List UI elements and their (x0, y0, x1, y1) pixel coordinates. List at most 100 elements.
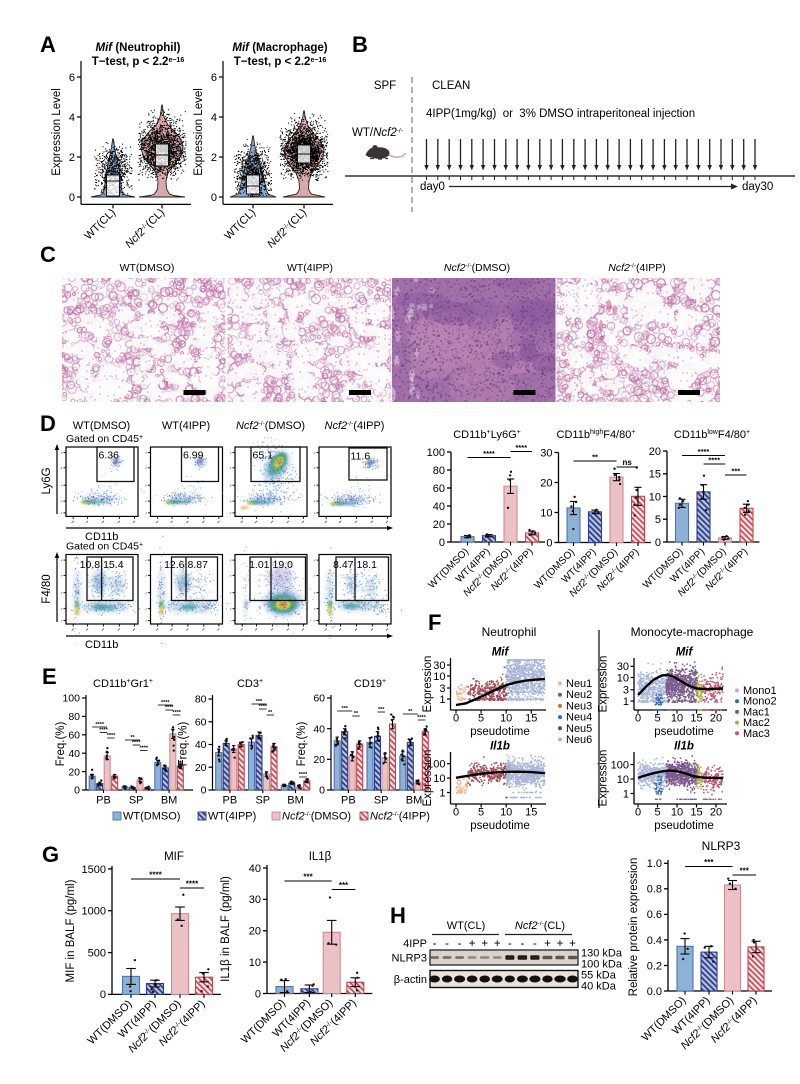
svg-text:Freq.(%): Freq.(%) (55, 721, 67, 766)
svg-text:40 kDa: 40 kDa (581, 981, 617, 993)
svg-text:5: 5 (654, 713, 660, 725)
svg-text:0.4: 0.4 (647, 935, 662, 947)
svg-text:Mono2: Mono2 (743, 696, 777, 708)
svg-text:C: C (40, 242, 56, 267)
svg-text:CD11b: CD11b (85, 531, 118, 543)
svg-text:20: 20 (710, 713, 722, 725)
svg-text:Monocyte-macrophage: Monocyte-macrophage (631, 625, 754, 639)
svg-text:0: 0 (655, 537, 661, 549)
svg-text:CD11bhighF4/80+​: CD11bhighF4/80+​ (557, 429, 636, 441)
svg-text:1.0: 1.0 (647, 858, 662, 870)
svg-text:Expression: Expression (598, 750, 610, 807)
svg-text:0: 0 (69, 192, 75, 204)
svg-text:WT(4IPP): WT(4IPP) (162, 420, 210, 432)
svg-text:12.6: 12.6 (164, 559, 185, 571)
svg-text:0: 0 (635, 713, 641, 725)
svg-text:Mac2: Mac2 (743, 717, 770, 729)
svg-text:8.87: 8.87 (188, 559, 209, 571)
svg-text:0: 0 (635, 807, 641, 819)
svg-text:80: 80 (68, 711, 80, 723)
svg-text:BM: BM (161, 795, 178, 807)
svg-text:5: 5 (478, 713, 484, 725)
svg-text:1: 1 (623, 788, 629, 800)
svg-text:CD19+​: CD19+​ (354, 678, 386, 690)
svg-text:130 kDa: 130 kDa (581, 948, 623, 960)
svg-text:****: **** (161, 700, 170, 706)
svg-text:0: 0 (74, 785, 80, 797)
svg-text:18.1: 18.1 (357, 559, 378, 571)
svg-text:Expression Level: Expression Level (193, 88, 205, 176)
svg-text:****: **** (483, 449, 495, 458)
svg-text:Mif (Macrophage): Mif (Macrophage) (232, 42, 327, 54)
svg-text:10: 10 (617, 672, 629, 684)
svg-text:10.8: 10.8 (80, 559, 101, 571)
svg-text:****: **** (259, 704, 268, 710)
svg-text:Ncf2-/-(CL): Ncf2-/-(CL) (515, 920, 565, 932)
svg-text:0: 0 (211, 192, 217, 204)
svg-text:20: 20 (313, 754, 325, 766)
svg-text:CLEAN: CLEAN (432, 80, 470, 92)
svg-text:0.0: 0.0 (647, 986, 662, 998)
svg-text:WT(DMSO): WT(DMSO) (73, 420, 130, 432)
svg-text:2: 2 (69, 152, 75, 164)
svg-text:19.0: 19.0 (273, 559, 294, 571)
svg-text:0: 0 (255, 988, 261, 1000)
svg-text:**: ** (592, 453, 598, 462)
svg-text:**: ** (130, 735, 135, 741)
svg-text:65.1: 65.1 (253, 450, 274, 462)
svg-text:***: *** (740, 867, 750, 876)
svg-text:Neu1: Neu1 (566, 678, 592, 690)
svg-text:WT/Ncf2-/-: WT/Ncf2-/- (352, 127, 403, 139)
svg-text:WT(4IPP): WT(4IPP) (287, 262, 333, 274)
svg-text:WT(4IPP): WT(4IPP) (208, 811, 256, 823)
svg-text:PB: PB (341, 795, 356, 807)
svg-text:+: + (469, 938, 476, 950)
svg-text:30: 30 (617, 661, 629, 673)
svg-text:E: E (42, 664, 57, 689)
svg-text:80: 80 (195, 694, 207, 706)
svg-text:Gated on CD45+: Gated on CD45+ (66, 541, 143, 553)
svg-text:pseudotime: pseudotime (470, 726, 529, 738)
svg-text:G: G (42, 842, 59, 867)
svg-text:BM: BM (287, 795, 304, 807)
svg-text:15: 15 (690, 807, 702, 819)
svg-text:15: 15 (690, 713, 702, 725)
svg-text:****: **** (149, 871, 162, 880)
svg-text:BM: BM (406, 795, 423, 807)
svg-text:Expression Level: Expression Level (51, 88, 63, 176)
svg-text:SP: SP (374, 795, 389, 807)
svg-text:NLRP3: NLRP3 (392, 953, 427, 965)
svg-text:day30: day30 (742, 181, 773, 193)
svg-text:Mif: Mif (676, 647, 694, 659)
svg-text:****: **** (417, 715, 426, 721)
svg-text:WT(DMSO): WT(DMSO) (123, 811, 180, 823)
svg-text:4IPP: 4IPP (403, 938, 427, 950)
svg-text:8.47: 8.47 (333, 559, 354, 571)
svg-text:+: + (557, 938, 564, 950)
svg-text:30: 30 (249, 894, 261, 906)
svg-text:***: *** (378, 707, 385, 713)
svg-text:****: **** (708, 456, 720, 465)
svg-text:5: 5 (654, 807, 660, 819)
svg-text:PB: PB (223, 795, 238, 807)
svg-text:Ncf2-/-(4IPP): Ncf2-/-(4IPP) (325, 420, 385, 432)
svg-text:****: **** (99, 728, 108, 734)
svg-text:0.8: 0.8 (647, 884, 662, 896)
svg-text:-: - (445, 938, 449, 950)
svg-text:T−test, p < 2.2e−16: T−test, p < 2.2e−16 (234, 56, 327, 68)
svg-text:10: 10 (617, 774, 629, 786)
svg-text:SP: SP (129, 795, 144, 807)
svg-text:10: 10 (433, 773, 445, 785)
svg-text:10: 10 (540, 507, 552, 519)
svg-text:3: 3 (623, 685, 629, 697)
svg-text:10: 10 (649, 491, 661, 503)
svg-text:****: **** (165, 705, 174, 711)
svg-text:-: - (433, 938, 437, 950)
svg-text:Ncf2-/-(DMSO): Ncf2-/-(DMSO) (444, 262, 510, 274)
svg-text:WT(DMSO): WT(DMSO) (120, 262, 175, 274)
svg-text:11.6: 11.6 (351, 451, 371, 463)
svg-text:Mif: Mif (492, 647, 510, 659)
svg-text:40: 40 (433, 501, 445, 513)
svg-text:Expression: Expression (422, 656, 434, 713)
svg-text:***: *** (341, 706, 348, 712)
